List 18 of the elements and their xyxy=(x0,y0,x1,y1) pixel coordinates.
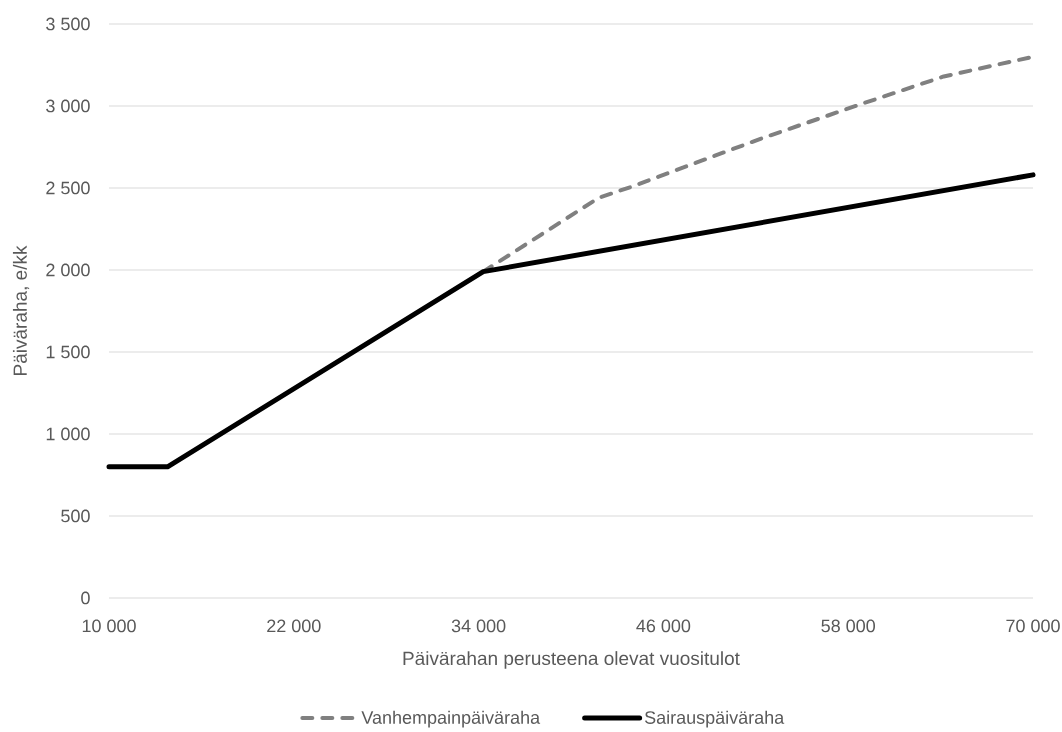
legend-label: Sairauspäiväraha xyxy=(644,710,785,728)
y-tick-label: 1 000 xyxy=(46,427,90,441)
x-axis-title: Päivärahan perusteena olevat vuositulot xyxy=(403,651,740,669)
y-tick-label: 1 500 xyxy=(46,345,90,359)
y-tick-label: 2 500 xyxy=(46,181,90,195)
x-tick-label: 58 000 xyxy=(821,619,876,633)
x-tick-label: 22 000 xyxy=(267,619,321,633)
legend-label: Vanhempainpäiväraha xyxy=(361,710,541,728)
y-tick-label: 3 000 xyxy=(46,99,90,113)
x-tick-label: 34 000 xyxy=(451,619,506,633)
x-tick-label: 70 000 xyxy=(1006,619,1060,633)
x-tick-label: 10 000 xyxy=(82,619,136,633)
y-tick-label: 500 xyxy=(61,509,90,523)
x-tick-label: 46 000 xyxy=(636,619,691,633)
y-tick-label: 2 000 xyxy=(46,263,90,277)
y-axis-title: Päiväraha, e/kk xyxy=(12,245,30,375)
y-tick-label: 3 500 xyxy=(46,17,90,31)
y-tick-label: 0 xyxy=(81,591,90,605)
